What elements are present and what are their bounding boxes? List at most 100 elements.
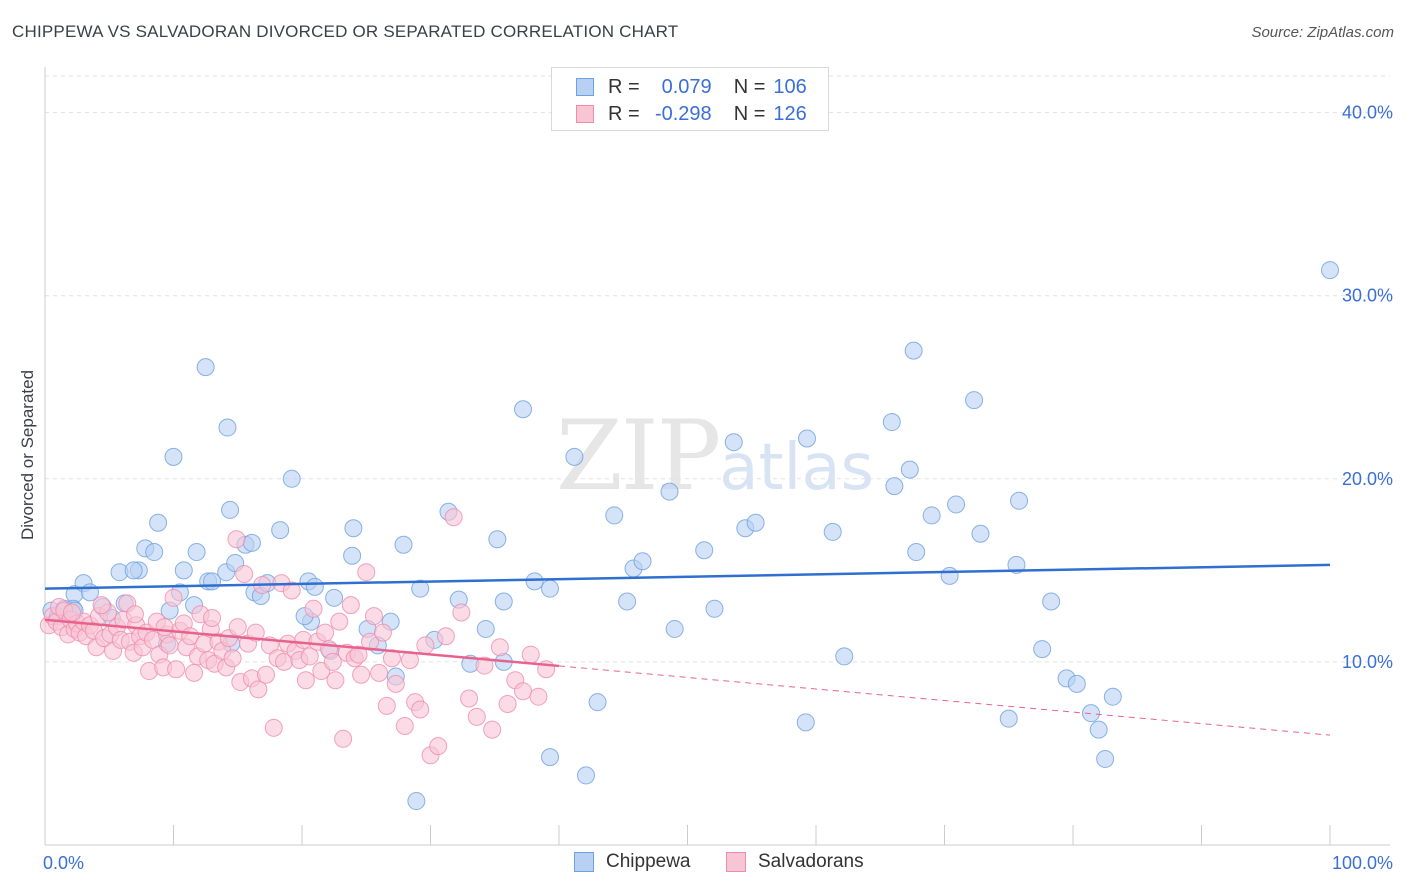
point-salvadorans bbox=[92, 596, 111, 615]
bottom-legend-swatch-chippewa bbox=[574, 852, 594, 872]
point-chippewa bbox=[618, 592, 637, 611]
trend-line-chippewa bbox=[44, 563, 1331, 590]
point-chippewa bbox=[525, 572, 544, 591]
point-chippewa bbox=[1096, 749, 1115, 768]
point-salvadorans bbox=[436, 627, 455, 646]
point-chippewa bbox=[922, 506, 941, 525]
point-chippewa bbox=[576, 766, 595, 785]
point-salvadorans bbox=[370, 663, 389, 682]
point-chippewa bbox=[305, 577, 324, 596]
point-chippewa bbox=[947, 495, 966, 514]
point-chippewa bbox=[633, 552, 652, 571]
point-salvadorans bbox=[125, 605, 144, 624]
legend: R = 0.079 N = 106 R = -0.298 N = 126 bbox=[551, 67, 829, 131]
point-salvadorans bbox=[304, 599, 323, 618]
point-salvadorans bbox=[349, 645, 368, 664]
point-chippewa bbox=[411, 579, 430, 598]
point-salvadorans bbox=[444, 508, 463, 527]
point-chippewa bbox=[344, 519, 363, 538]
point-salvadorans bbox=[203, 608, 222, 627]
point-chippewa bbox=[242, 533, 261, 552]
point-chippewa bbox=[343, 546, 362, 565]
bottom-legend-chippewa: Chippewa bbox=[574, 851, 691, 873]
point-salvadorans bbox=[467, 707, 486, 726]
point-salvadorans bbox=[475, 656, 494, 675]
point-chippewa bbox=[394, 535, 413, 554]
point-chippewa bbox=[900, 460, 919, 479]
y-tick-label: 10.0% bbox=[1342, 652, 1393, 672]
point-salvadorans bbox=[373, 623, 392, 642]
point-chippewa bbox=[660, 482, 679, 501]
bottom-legend: Chippewa Salvadorans bbox=[0, 851, 1406, 877]
point-chippewa bbox=[164, 447, 183, 466]
point-chippewa bbox=[665, 619, 684, 638]
point-salvadorans bbox=[155, 618, 174, 637]
legend-swatch-chippewa bbox=[576, 78, 594, 96]
trend-line-dashed-salvadorans bbox=[558, 665, 1331, 736]
point-salvadorans bbox=[460, 689, 479, 708]
point-salvadorans bbox=[296, 671, 315, 690]
legend-n-value: 126 bbox=[773, 102, 807, 125]
point-salvadorans bbox=[316, 623, 335, 642]
point-chippewa bbox=[1042, 592, 1061, 611]
bottom-legend-label-chippewa: Chippewa bbox=[606, 851, 691, 872]
watermark: ZIPatlas bbox=[556, 400, 874, 512]
point-chippewa bbox=[282, 469, 301, 488]
legend-r-label: R = bbox=[608, 75, 640, 98]
point-chippewa bbox=[798, 429, 817, 448]
point-salvadorans bbox=[264, 718, 283, 737]
point-chippewa bbox=[695, 541, 714, 560]
legend-swatch-salvadorans bbox=[576, 105, 594, 123]
point-chippewa bbox=[1010, 491, 1029, 510]
point-salvadorans bbox=[235, 565, 254, 584]
point-chippewa bbox=[796, 713, 815, 732]
point-salvadorans bbox=[249, 680, 268, 699]
trend-line-salvadorans bbox=[44, 618, 560, 668]
point-salvadorans bbox=[334, 729, 353, 748]
point-chippewa bbox=[541, 579, 560, 598]
point-chippewa bbox=[145, 543, 164, 562]
point-chippewa bbox=[124, 561, 143, 580]
y-axis-label: Divorced or Separated bbox=[18, 369, 37, 541]
point-chippewa bbox=[1089, 720, 1108, 739]
point-chippewa bbox=[1007, 555, 1026, 574]
point-chippewa bbox=[904, 341, 923, 360]
point-salvadorans bbox=[228, 618, 247, 637]
point-salvadorans bbox=[364, 607, 383, 626]
y-tick-label: 30.0% bbox=[1342, 286, 1393, 306]
legend-r-label: R = bbox=[608, 102, 640, 125]
point-chippewa bbox=[907, 543, 926, 562]
point-chippewa bbox=[565, 447, 584, 466]
y-tick-label: 40.0% bbox=[1342, 103, 1393, 123]
point-chippewa bbox=[835, 647, 854, 666]
bottom-legend-label-salvadorans: Salvadorans bbox=[758, 851, 864, 872]
legend-n-label: N = bbox=[733, 102, 766, 125]
point-salvadorans bbox=[246, 623, 265, 642]
point-salvadorans bbox=[529, 687, 548, 706]
legend-r-value: -0.298 bbox=[654, 102, 712, 125]
point-salvadorans bbox=[377, 696, 396, 715]
point-chippewa bbox=[885, 477, 904, 496]
source-credit: Source: ZipAtlas.com bbox=[1251, 24, 1394, 41]
point-salvadorans bbox=[411, 700, 430, 719]
point-salvadorans bbox=[223, 649, 242, 668]
chart-title: CHIPPEWA VS SALVADORAN DIVORCED OR SEPAR… bbox=[12, 22, 679, 41]
point-chippewa bbox=[965, 391, 984, 410]
point-chippewa bbox=[605, 506, 624, 525]
point-chippewa bbox=[823, 522, 842, 541]
point-salvadorans bbox=[167, 660, 186, 679]
point-chippewa bbox=[196, 358, 215, 377]
point-salvadorans bbox=[416, 636, 435, 655]
point-salvadorans bbox=[490, 638, 509, 657]
point-chippewa bbox=[514, 400, 533, 419]
point-salvadorans bbox=[361, 632, 380, 651]
x-tick-label-end: 100.0% bbox=[1332, 853, 1393, 873]
legend-row-salvadorans: R = -0.298 N = 126 bbox=[576, 102, 807, 126]
point-chippewa bbox=[187, 543, 206, 562]
legend-row-chippewa: R = 0.079 N = 106 bbox=[576, 75, 807, 99]
point-salvadorans bbox=[185, 663, 204, 682]
point-chippewa bbox=[494, 592, 513, 611]
point-chippewa bbox=[1081, 704, 1100, 723]
point-salvadorans bbox=[164, 588, 183, 607]
